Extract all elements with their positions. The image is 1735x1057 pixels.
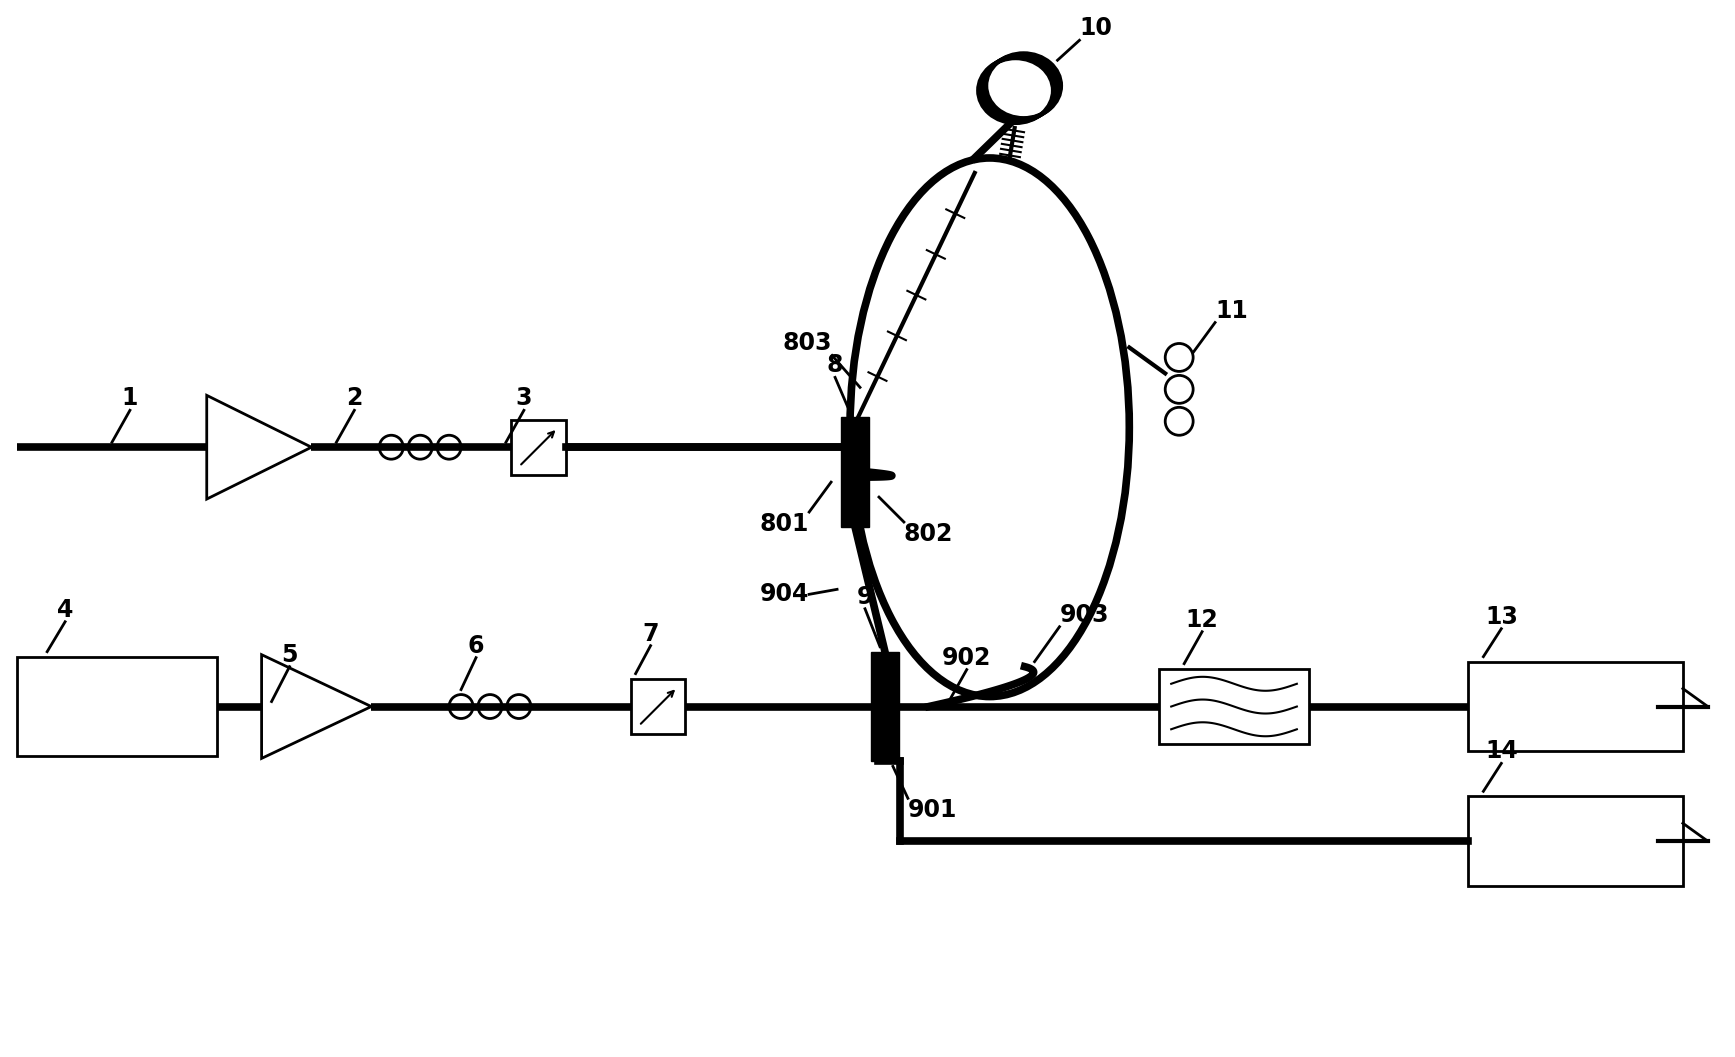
Text: 11: 11 xyxy=(1214,298,1247,322)
Text: 1: 1 xyxy=(121,386,139,410)
Text: 901: 901 xyxy=(907,798,958,822)
Text: 12: 12 xyxy=(1185,608,1218,632)
Bar xyxy=(871,652,899,761)
Text: 5: 5 xyxy=(281,643,298,667)
Text: 8: 8 xyxy=(828,353,843,377)
Text: 14: 14 xyxy=(1485,740,1518,763)
Bar xyxy=(841,418,869,527)
Text: 801: 801 xyxy=(760,512,809,536)
Text: 3: 3 xyxy=(515,386,533,410)
Bar xyxy=(1468,662,1683,752)
Text: 10: 10 xyxy=(1079,16,1112,40)
Text: 904: 904 xyxy=(760,582,809,607)
Bar xyxy=(630,679,685,734)
Bar xyxy=(1159,669,1308,744)
Text: 902: 902 xyxy=(942,646,991,670)
Text: 7: 7 xyxy=(642,622,659,646)
Text: 903: 903 xyxy=(1060,602,1109,627)
Text: 2: 2 xyxy=(347,386,363,410)
Bar xyxy=(17,656,217,757)
Bar xyxy=(510,420,566,475)
Text: 6: 6 xyxy=(468,633,484,657)
Text: 803: 803 xyxy=(782,332,833,355)
Text: 802: 802 xyxy=(904,522,953,546)
Bar xyxy=(1468,796,1683,886)
Text: 4: 4 xyxy=(57,598,73,622)
Text: 13: 13 xyxy=(1485,605,1518,629)
Text: 9: 9 xyxy=(857,585,873,609)
